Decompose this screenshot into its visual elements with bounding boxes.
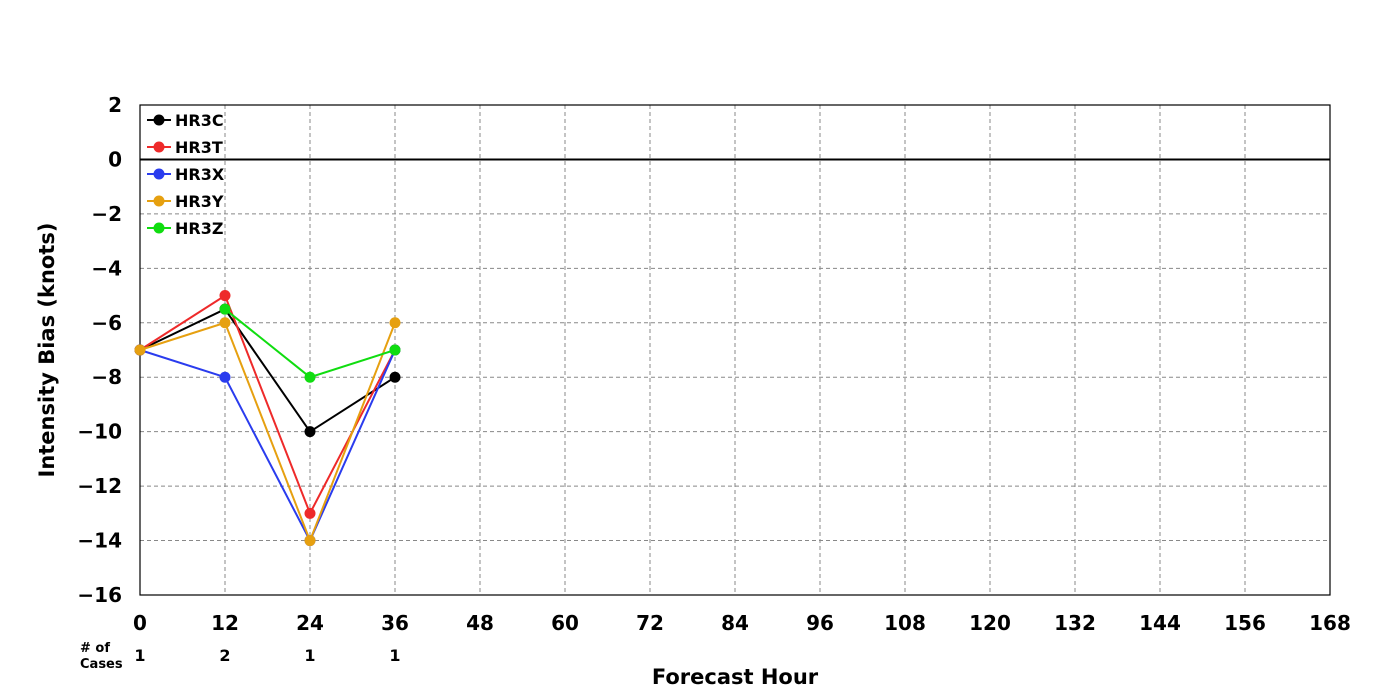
data-point-hr3z [389, 344, 401, 356]
y-tick-label: −10 [77, 420, 122, 444]
legend-label-hr3y: HR3Y [175, 192, 224, 211]
case-count-value: 1 [304, 646, 315, 665]
x-tick-label: 144 [1139, 611, 1181, 635]
y-tick-label: 2 [108, 93, 122, 117]
data-point-hr3y [304, 535, 316, 547]
data-point-hr3c [389, 371, 401, 383]
y-tick-label: −4 [91, 256, 122, 280]
legend: HR3C HR3T HR3X HR3Y HR3Z [147, 111, 225, 238]
series-hr3z [219, 303, 401, 383]
case-count-value: 1 [389, 646, 400, 665]
legend-item-hr3y: HR3Y [147, 192, 224, 211]
case-count-value: 2 [219, 646, 230, 665]
series-line-hr3y [139, 321, 396, 544]
legend-item-hr3z: HR3Z [147, 219, 223, 238]
data-point-hr3x [219, 371, 231, 383]
y-tick-label: −16 [77, 583, 122, 607]
x-axis-title: Forecast Hour [652, 665, 819, 689]
legend-marker-hr3z [153, 222, 165, 234]
legend-marker-hr3y [153, 195, 165, 207]
series-hr3y [134, 317, 401, 547]
data-point-hr3z [219, 303, 231, 315]
legend-item-hr3t: HR3T [147, 138, 223, 157]
y-tick-label: −2 [91, 202, 122, 226]
cases-header-line-2: Cases [80, 657, 123, 672]
data-point-hr3z [304, 371, 316, 383]
x-tick-label: 168 [1309, 611, 1351, 635]
series-line-hr3t [139, 294, 396, 516]
series-hr3t [134, 290, 401, 519]
tick-labels: 0 12 24 36 48 60 72 84 96 108 120 132 144 156 168 2 0 −2 −… [77, 93, 1350, 635]
grid-lines [140, 105, 1330, 595]
data-point-hr3t [304, 507, 316, 519]
x-tick-label: 60 [551, 611, 579, 635]
series-line-hr3c [139, 307, 396, 434]
x-tick-label: 72 [636, 611, 664, 635]
case-count-value: 1 [134, 646, 145, 665]
data-point-hr3y [134, 344, 146, 356]
series-line-hr3x [139, 349, 396, 543]
y-axis-title: Intensity Bias (knots) [35, 223, 59, 478]
data-point-hr3t [219, 290, 231, 302]
x-tick-label: 84 [721, 611, 749, 635]
y-tick-label: −8 [91, 365, 122, 389]
legend-label-hr3z: HR3Z [175, 219, 223, 238]
cases-header-line-1: # of [80, 641, 110, 656]
case-counts: # of Cases 1 2 1 1 [80, 641, 401, 672]
data-point-hr3y [389, 317, 401, 329]
legend-marker-hr3c [153, 114, 165, 126]
x-tick-label: 0 [133, 611, 147, 635]
legend-item-hr3x: HR3X [147, 165, 225, 184]
y-tick-label: −6 [91, 311, 122, 335]
x-tick-label: 96 [806, 611, 834, 635]
legend-label-hr3t: HR3T [175, 138, 223, 157]
legend-label-hr3x: HR3X [175, 165, 225, 184]
x-tick-label: 156 [1224, 611, 1266, 635]
x-tick-label: 24 [296, 611, 324, 635]
y-tick-label: −14 [77, 529, 122, 553]
x-tick-label: 132 [1054, 611, 1096, 635]
y-tick-label: −12 [77, 474, 122, 498]
x-tick-label: 12 [211, 611, 239, 635]
y-tick-label: 0 [108, 147, 122, 171]
x-tick-label: 120 [969, 611, 1011, 635]
legend-marker-hr3t [153, 141, 165, 153]
data-point-hr3c [304, 426, 316, 438]
series-lines [134, 290, 401, 547]
legend-label-hr3c: HR3C [175, 111, 224, 130]
x-tick-label: 108 [884, 611, 926, 635]
data-point-hr3y [219, 317, 231, 329]
x-tick-label: 36 [381, 611, 409, 635]
legend-item-hr3c: HR3C [147, 111, 224, 130]
x-tick-label: 48 [466, 611, 494, 635]
series-hr3x [134, 344, 401, 547]
legend-marker-hr3x [153, 168, 165, 180]
